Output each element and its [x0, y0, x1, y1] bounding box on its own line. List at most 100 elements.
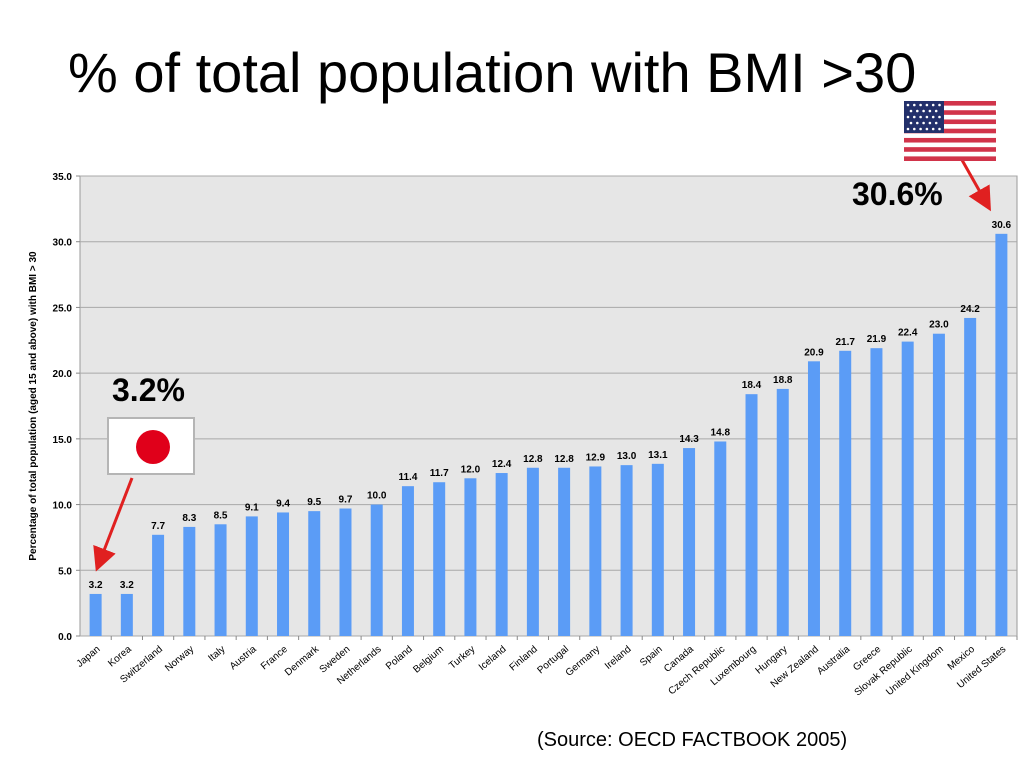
data-label: 14.3 [679, 434, 699, 445]
bar [370, 504, 383, 636]
bar [339, 508, 352, 636]
bar [839, 350, 852, 636]
data-label: 3.2 [89, 580, 103, 591]
bar [807, 361, 820, 636]
data-label: 24.2 [960, 304, 980, 315]
bar [214, 524, 227, 636]
data-labels: 3.2 3.2 7.7 8.3 8.5 9.1 9.4 9.5 9.7 10.0 11.4 11.7 1… [89, 220, 1012, 591]
bar [152, 534, 165, 636]
category-label: Finland [508, 644, 540, 674]
data-label: 12.9 [586, 452, 606, 463]
bar [683, 448, 696, 636]
data-label: 30.6 [992, 220, 1012, 231]
data-label: 8.5 [214, 510, 228, 521]
y-tick-label: 20.0 [53, 369, 73, 380]
category-label: Australia [815, 644, 852, 678]
usa-callout-value: 30.6% [852, 176, 943, 212]
data-label: 23.0 [929, 320, 949, 331]
bar [651, 463, 664, 636]
data-label: 13.1 [648, 450, 668, 461]
y-tick-label: 15.0 [53, 435, 73, 446]
data-label: 21.7 [835, 337, 855, 348]
japan-callout-value: 3.2% [112, 372, 185, 408]
data-label: 18.8 [773, 375, 793, 386]
category-label: Norway [163, 644, 196, 674]
data-label: 18.4 [742, 380, 762, 391]
category-label: Belgium [411, 644, 446, 676]
y-tick-label: 0.0 [58, 632, 72, 643]
data-label: 22.4 [898, 328, 918, 339]
japan-flag-sun [136, 430, 170, 464]
y-tick-label: 25.0 [53, 303, 73, 314]
category-label: Japan [75, 644, 103, 670]
callout-arrows [93, 159, 991, 572]
bar [401, 486, 414, 636]
bar [901, 341, 914, 636]
data-label: 21.9 [867, 334, 887, 345]
bar [589, 466, 602, 636]
category-label: Iceland [477, 644, 509, 673]
bar [495, 473, 508, 636]
bar [620, 465, 633, 636]
data-label: 12.8 [523, 454, 543, 465]
category-label: Ireland [603, 644, 633, 672]
y-tick-label: 30.0 [53, 238, 73, 249]
category-label: Korea [106, 644, 134, 670]
data-label: 12.0 [461, 464, 481, 475]
usa-arrow [960, 159, 991, 212]
japan-arrow [93, 477, 134, 572]
bars [89, 233, 1008, 637]
y-tick-label: 10.0 [53, 501, 73, 512]
bar [964, 317, 977, 636]
data-label: 8.3 [182, 513, 196, 524]
slide-title: % of total population with BMI >30 [68, 41, 917, 104]
bar [745, 394, 758, 636]
category-label: United Kingdom [884, 644, 946, 698]
data-label: 11.7 [430, 468, 449, 479]
data-label: 13.0 [617, 451, 637, 462]
category-label: Poland [384, 644, 415, 672]
bar [89, 593, 102, 636]
data-label: 9.4 [276, 498, 290, 509]
data-label: 7.7 [151, 521, 165, 532]
data-label: 10.0 [367, 491, 387, 502]
bar [183, 526, 196, 636]
category-label: Turkey [447, 644, 477, 672]
bar [932, 333, 945, 636]
data-label: 12.4 [492, 459, 512, 470]
japan-flag-icon [107, 417, 195, 475]
bar [433, 482, 446, 636]
data-label: 11.4 [398, 472, 417, 483]
bar [245, 516, 258, 636]
category-label: Austria [228, 644, 259, 673]
bar [308, 511, 321, 636]
data-label: 14.8 [711, 427, 731, 438]
y-axis-title: Percentage of total population (aged 15 … [28, 251, 39, 561]
bar [870, 348, 883, 636]
category-label: Germany [564, 644, 603, 679]
data-label: 9.1 [245, 502, 259, 513]
category-label: Italy [206, 644, 227, 664]
bar [714, 441, 727, 636]
category-label: Denmark [283, 643, 322, 678]
data-label: 12.8 [554, 454, 574, 465]
bar [464, 478, 477, 636]
y-axis: 0.0 5.0 10.0 15.0 20.0 25.0 30.0 35.0 [53, 172, 80, 643]
bar [120, 593, 133, 636]
y-tick-label: 5.0 [58, 566, 72, 577]
bar [776, 388, 789, 636]
data-label: 9.5 [307, 497, 321, 508]
bar [526, 467, 539, 636]
bar [277, 512, 290, 636]
bar [995, 233, 1008, 637]
bar [558, 467, 571, 636]
data-label: 9.7 [339, 495, 353, 506]
usa-flag-icon [904, 101, 996, 161]
data-label: 3.2 [120, 580, 134, 591]
gridlines [80, 175, 1017, 637]
category-label: Spain [638, 644, 665, 669]
y-tick-label: 35.0 [53, 172, 73, 183]
data-label: 20.9 [804, 347, 824, 358]
